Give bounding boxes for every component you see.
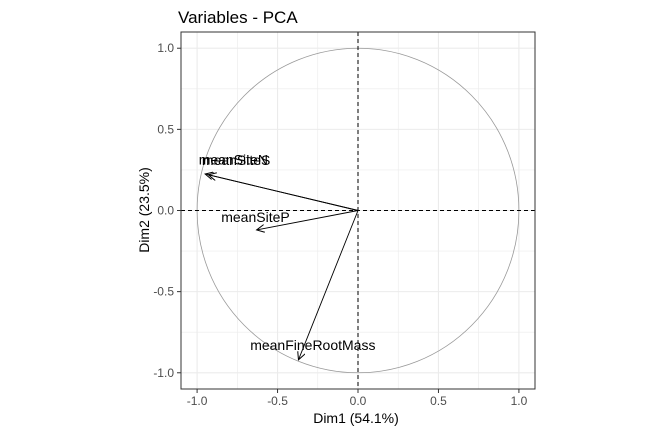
variable-label: meanSiteP: [221, 209, 289, 225]
y-tick-label: 0.5: [157, 122, 174, 136]
variable-arrow: [257, 210, 359, 230]
variable-label: meanSiteS: [202, 152, 270, 168]
variable-label: meanFineRootMass: [250, 337, 375, 353]
variable-arrow: [205, 174, 359, 211]
variable-arrows: [205, 174, 359, 360]
x-tick-label: -1.0: [187, 394, 208, 408]
y-axis-ticks: -1.0 -0.5 0.0 0.5 1.0: [153, 41, 181, 380]
x-axis-ticks: -1.0 -0.5 0.0 0.5 1.0: [187, 389, 528, 408]
variable-arrow: [298, 210, 359, 360]
x-tick-label: -0.5: [267, 394, 288, 408]
y-tick-label: 0.0: [157, 204, 174, 218]
x-tick-label: 1.0: [511, 394, 528, 408]
x-tick-label: 0.5: [430, 394, 447, 408]
x-axis-label: Dim1 (54.1%): [313, 410, 399, 426]
variable-label: meanSiteN: [199, 151, 268, 167]
chart-title: Variables - PCA: [178, 8, 298, 27]
y-axis-label: Dim2 (23.5%): [136, 167, 152, 253]
y-tick-label: 1.0: [157, 41, 174, 55]
y-tick-label: -0.5: [153, 285, 174, 299]
y-tick-label: -1.0: [153, 366, 174, 380]
x-tick-label: 0.0: [350, 394, 367, 408]
